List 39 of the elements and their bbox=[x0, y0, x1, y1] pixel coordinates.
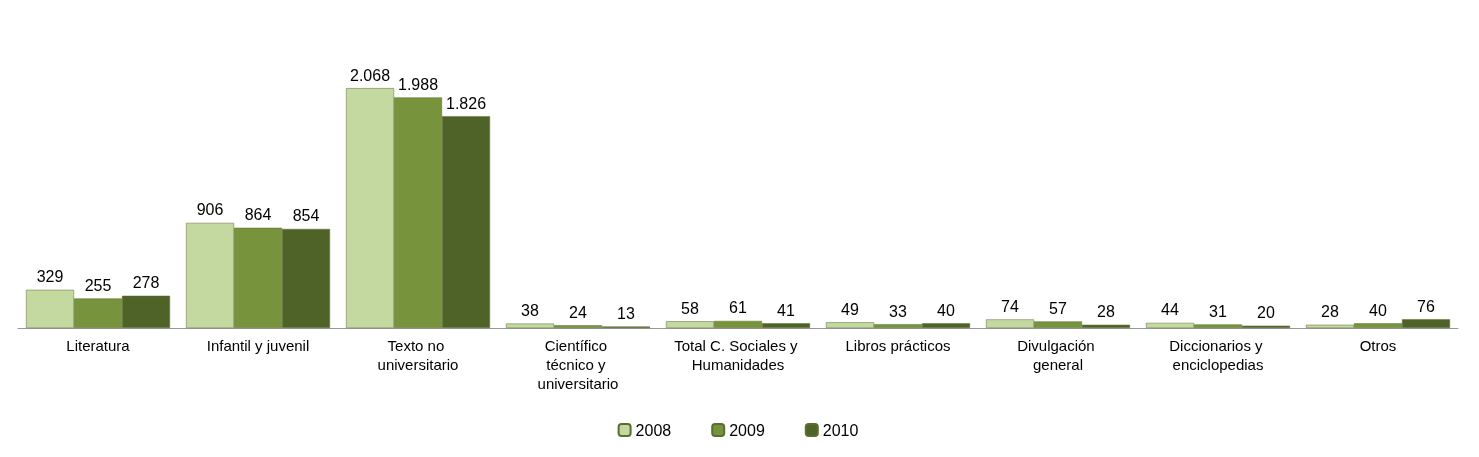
data-label: 854 bbox=[292, 207, 320, 225]
data-label: 61 bbox=[729, 299, 747, 317]
data-label: 57 bbox=[1049, 299, 1067, 317]
data-label: 76 bbox=[1417, 297, 1435, 315]
data-label: 40 bbox=[1369, 301, 1387, 319]
data-label: 13 bbox=[617, 304, 635, 322]
x-tick-label: Texto no universitario bbox=[377, 337, 459, 373]
data-label: 40 bbox=[937, 301, 955, 319]
data-label: 255 bbox=[84, 276, 112, 294]
data-label: 906 bbox=[196, 201, 224, 219]
x-tick-label: Libros prácticos bbox=[845, 337, 951, 354]
data-label: 28 bbox=[1097, 303, 1115, 321]
data-label: 278 bbox=[132, 274, 160, 292]
data-label: 864 bbox=[244, 206, 272, 224]
legend-label: 2010 bbox=[822, 421, 859, 439]
legend-label: 2008 bbox=[635, 421, 672, 439]
data-label: 2.068 bbox=[349, 66, 391, 84]
data-label: 49 bbox=[841, 300, 859, 318]
x-tick-label: Científico técnico y universitario bbox=[537, 337, 619, 392]
x-tick-label: Diccionarios y enciclopedias bbox=[1169, 337, 1267, 373]
data-label: 28 bbox=[1321, 303, 1339, 321]
data-label: 1.826 bbox=[445, 94, 487, 112]
data-label: 38 bbox=[521, 302, 539, 320]
data-label: 24 bbox=[569, 303, 587, 321]
x-tick-label: Infantil y juvenil bbox=[206, 337, 310, 354]
data-label: 33 bbox=[889, 302, 907, 320]
legend-label: 2009 bbox=[729, 421, 765, 439]
data-label: 58 bbox=[681, 299, 699, 317]
data-label: 74 bbox=[1001, 297, 1019, 315]
x-tick-label: Divulgación general bbox=[1017, 337, 1099, 373]
data-label: 1.988 bbox=[397, 75, 439, 93]
data-label: 41 bbox=[777, 301, 795, 319]
data-label: 44 bbox=[1161, 301, 1179, 319]
x-tick-label: Literatura bbox=[66, 337, 131, 354]
x-tick-label: Otros bbox=[1359, 337, 1397, 354]
data-label: 20 bbox=[1257, 304, 1275, 322]
x-tick-label: Total C. Sociales y Humanidades bbox=[674, 337, 802, 373]
data-label: 31 bbox=[1209, 302, 1227, 320]
data-label: 329 bbox=[36, 268, 64, 286]
